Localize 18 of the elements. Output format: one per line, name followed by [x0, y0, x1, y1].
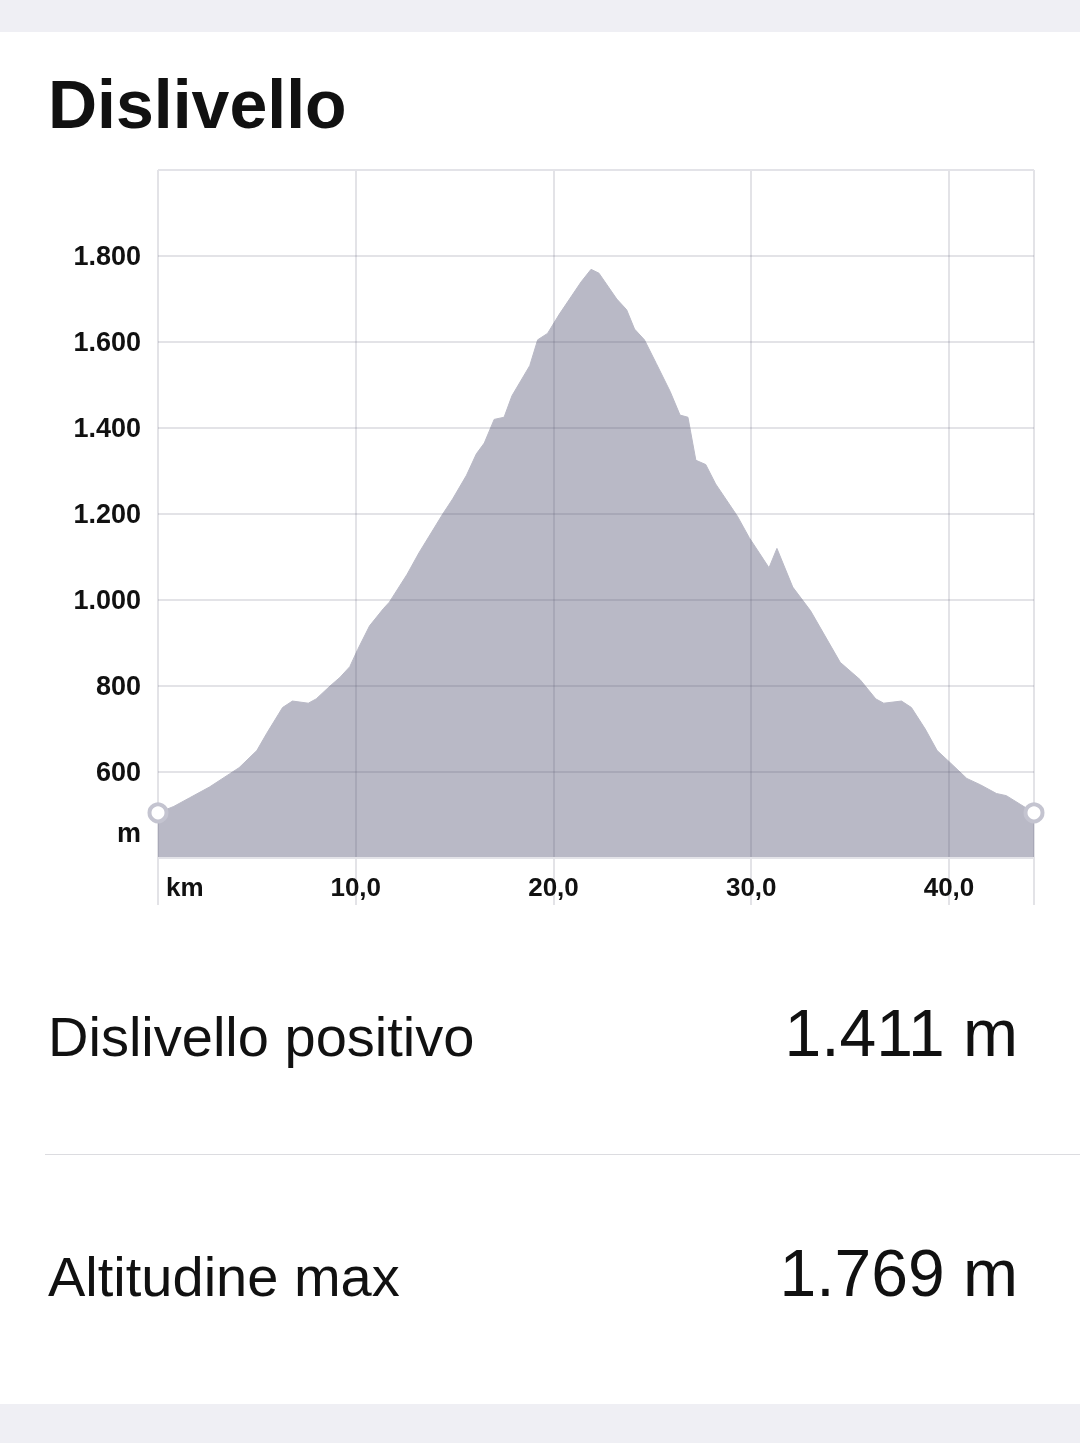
y-tick-label: 1.000 [73, 585, 141, 615]
text: 1.769 m [779, 1236, 1018, 1310]
x-tick-label: 30,0 [725, 872, 777, 902]
x-tick-label: 40,0 [923, 872, 975, 902]
y-tick-label: 600 [95, 757, 141, 787]
y-tick-label: 800 [95, 671, 141, 701]
y-tick-label: 1.600 [73, 327, 141, 357]
x-axis-title: km [166, 872, 204, 902]
y-tick-label: 1.200 [73, 499, 141, 529]
text: Altitudine max [48, 1245, 400, 1308]
y-axis-title: m [116, 818, 141, 848]
y-tick-label: 1.800 [73, 241, 141, 271]
text: 1.411 m [784, 996, 1018, 1070]
chart-title: Dislivello [48, 66, 347, 142]
text: Dislivello positivo [48, 1005, 475, 1068]
x-tick-label: 10,0 [330, 872, 382, 902]
x-tick-label: 20,0 [528, 872, 579, 902]
y-tick-label: 1.400 [73, 413, 141, 443]
